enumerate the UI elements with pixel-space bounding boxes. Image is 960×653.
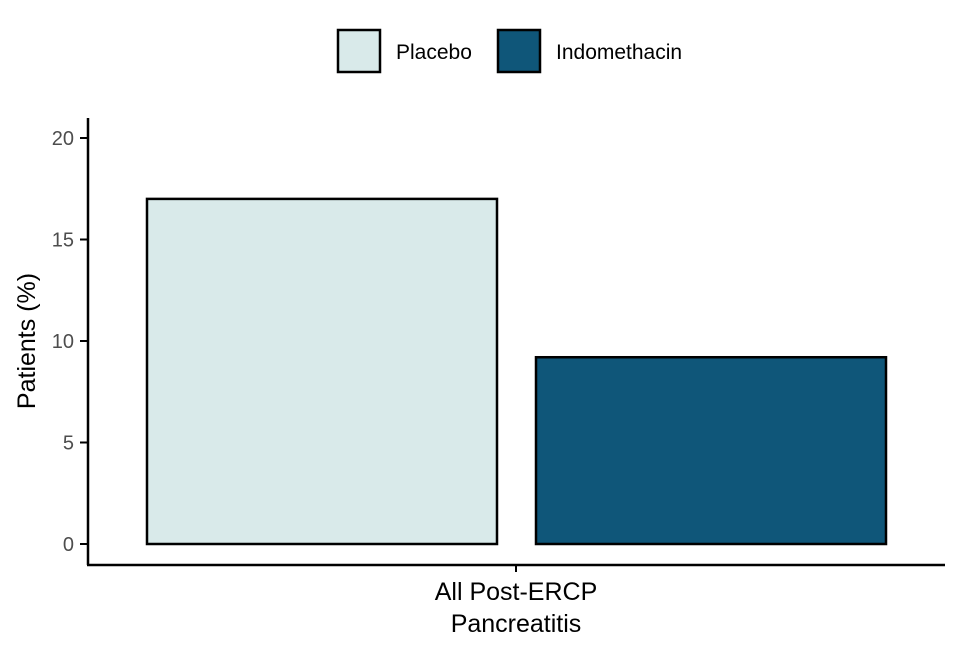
y-tick-label: 15 — [52, 230, 74, 252]
y-axis-ticks: 0 5 10 15 20 — [52, 128, 88, 556]
legend-label-indomethacin: Indomethacin — [556, 41, 682, 64]
x-tick-label-line-1: All Post-ERCP — [435, 578, 598, 606]
legend-label-placebo: Placebo — [396, 41, 472, 64]
legend-swatch-indomethacin — [496, 28, 542, 74]
bars — [145, 197, 888, 546]
y-tick-label: 5 — [63, 433, 74, 455]
y-axis-title: Patients (%) — [13, 273, 41, 409]
x-tick-label-line-2: Pancreatitis — [451, 610, 582, 638]
bar-indomethacin — [534, 355, 888, 546]
legend-swatch-placebo — [336, 28, 382, 74]
bar-placebo — [145, 197, 499, 546]
y-tick-label: 20 — [52, 128, 74, 150]
y-tick-label: 10 — [52, 331, 74, 353]
legend: Placebo Indomethacin — [336, 28, 682, 74]
y-tick-label: 0 — [63, 534, 74, 556]
